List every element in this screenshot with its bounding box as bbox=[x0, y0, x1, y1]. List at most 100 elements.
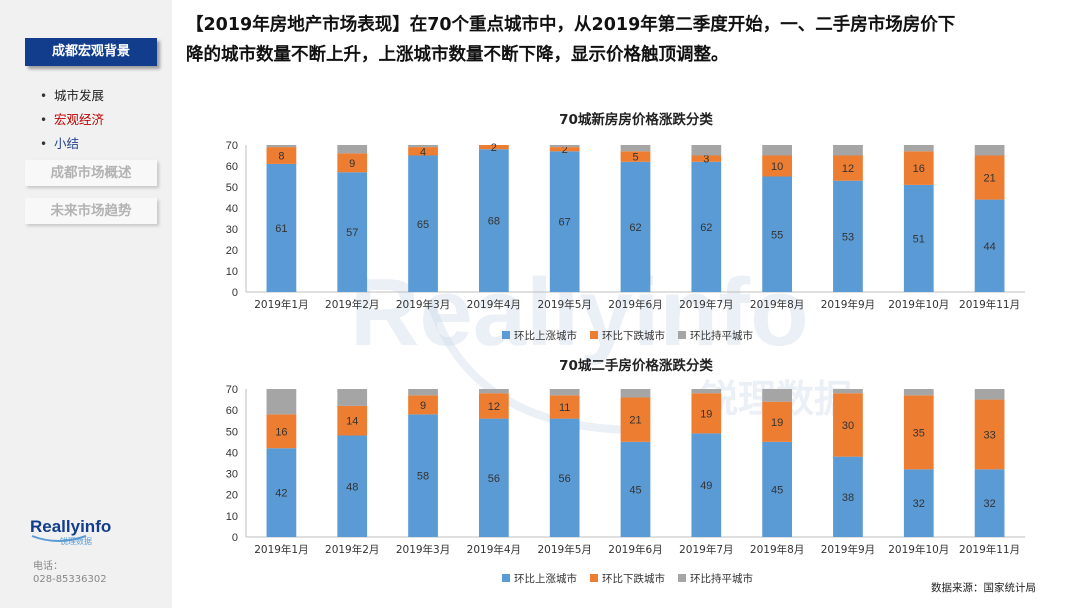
data-label: 21 bbox=[629, 415, 641, 427]
bar-segment bbox=[903, 184, 934, 292]
nav-subitem-city-development[interactable]: • 城市发展 bbox=[40, 84, 104, 108]
page-headline: 【2019年房地产市场表现】在70个重点城市中，从2019年第二季度开始，一、二… bbox=[186, 10, 1072, 70]
x-tick-label: 2019年9月 bbox=[821, 298, 875, 311]
bar-segment bbox=[762, 155, 793, 177]
data-label: 57 bbox=[346, 227, 358, 239]
y-tick-label: 30 bbox=[226, 469, 238, 481]
data-label: 42 bbox=[275, 488, 287, 500]
data-label: 55 bbox=[771, 229, 783, 241]
legend-swatch bbox=[678, 331, 686, 339]
bullet-icon: • bbox=[40, 113, 48, 127]
logo-wordmark: Reallyinfo bbox=[30, 517, 111, 536]
y-tick-label: 0 bbox=[232, 287, 238, 299]
x-tick-label: 2019年5月 bbox=[537, 298, 591, 311]
reallyinfo-logo: Reallyinfo 锐理数据 bbox=[30, 517, 111, 546]
data-label: 3 bbox=[703, 154, 709, 166]
x-tick-label: 2019年5月 bbox=[537, 543, 591, 556]
headline-line-1: 【2019年房地产市场表现】在70个重点城市中，从2019年第二季度开始，一、二… bbox=[186, 15, 956, 35]
bar-segment bbox=[478, 393, 509, 419]
bar-segment bbox=[833, 155, 863, 181]
chart-2-title: 70城二手房价格涨跌分类 bbox=[559, 358, 713, 374]
y-tick-label: 10 bbox=[226, 266, 238, 278]
y-tick-label: 50 bbox=[226, 426, 238, 438]
bar-segment bbox=[478, 418, 509, 537]
x-tick-label: 2019年6月 bbox=[608, 543, 662, 556]
data-label: 56 bbox=[559, 473, 571, 485]
bar-segment bbox=[762, 401, 793, 442]
data-source-note: 数据来源：国家统计局 bbox=[931, 582, 1036, 594]
bar-segment bbox=[549, 389, 580, 396]
bullet-icon: • bbox=[40, 137, 48, 151]
data-label: 19 bbox=[700, 408, 712, 420]
bar-segment bbox=[266, 145, 297, 148]
bar-segment bbox=[974, 399, 1005, 470]
data-label: 48 bbox=[346, 481, 358, 493]
y-tick-label: 40 bbox=[226, 203, 238, 215]
bar-segment bbox=[266, 147, 297, 164]
legend-swatch bbox=[590, 331, 598, 339]
nav-section-market-overview[interactable]: 成都市场概述 bbox=[25, 160, 157, 186]
bar-segment bbox=[903, 151, 934, 185]
nav-section-macro-background[interactable]: 成都宏观背景 bbox=[25, 38, 157, 66]
bar-segment bbox=[266, 389, 297, 415]
data-label: 8 bbox=[278, 151, 284, 163]
bar-segment bbox=[903, 395, 934, 470]
nav-subitem-macro-economy[interactable]: • 宏观经济 bbox=[40, 108, 104, 132]
nav-subitem-summary[interactable]: • 小结 bbox=[40, 132, 104, 156]
data-label: 44 bbox=[983, 241, 995, 253]
bar-segment bbox=[337, 435, 368, 537]
data-label: 45 bbox=[629, 484, 641, 496]
y-tick-label: 20 bbox=[226, 245, 238, 257]
bar-segment bbox=[408, 145, 438, 148]
nav-subitem-label: 城市发展 bbox=[54, 88, 105, 103]
data-label: 16 bbox=[275, 426, 287, 438]
bar-segment bbox=[408, 389, 438, 396]
bar-segment bbox=[974, 155, 1005, 200]
bar-segment bbox=[974, 389, 1005, 400]
legend-label: 环比下跌城市 bbox=[602, 329, 665, 342]
bar-segment bbox=[691, 389, 722, 394]
bar-segment bbox=[549, 418, 580, 537]
y-tick-label: 40 bbox=[226, 447, 238, 459]
x-tick-label: 2019年1月 bbox=[254, 543, 308, 556]
y-tick-label: 70 bbox=[226, 140, 238, 152]
data-label: 11 bbox=[559, 402, 570, 414]
bar-segment bbox=[620, 389, 651, 398]
data-label: 38 bbox=[842, 492, 854, 504]
data-label: 12 bbox=[488, 401, 500, 413]
y-tick-label: 0 bbox=[232, 532, 238, 544]
bar-segment bbox=[833, 180, 863, 292]
bar-segment bbox=[691, 161, 722, 292]
nav-section-future-trend[interactable]: 未来市场趋势 bbox=[25, 198, 157, 224]
x-tick-label: 2019年10月 bbox=[888, 298, 949, 311]
legend-label: 环比下跌城市 bbox=[602, 572, 665, 585]
bar-segment bbox=[337, 172, 368, 292]
x-tick-label: 2019年3月 bbox=[396, 298, 450, 311]
x-tick-label: 2019年11月 bbox=[959, 543, 1020, 556]
legend-label: 环比上涨城市 bbox=[514, 329, 577, 342]
legend-label: 环比持平城市 bbox=[690, 329, 753, 342]
legend-label: 环比持平城市 bbox=[690, 572, 753, 585]
bar-segment bbox=[620, 161, 651, 292]
bar-segment bbox=[478, 149, 509, 292]
x-tick-label: 2019年7月 bbox=[679, 298, 733, 311]
legend-swatch bbox=[502, 574, 510, 582]
y-tick-label: 50 bbox=[226, 182, 238, 194]
bar-segment bbox=[974, 469, 1005, 537]
headline-line-2: 降的城市数量不断上升，上涨城市数量不断下降，显示价格触顶调整。 bbox=[186, 45, 729, 65]
y-tick-label: 20 bbox=[226, 490, 238, 502]
bar-segment bbox=[337, 389, 368, 406]
bar-segment bbox=[833, 393, 863, 457]
data-label: 45 bbox=[771, 484, 783, 496]
data-label: 65 bbox=[417, 219, 429, 231]
data-label: 32 bbox=[913, 498, 925, 510]
data-label: 61 bbox=[275, 223, 287, 235]
bar-segment bbox=[408, 395, 438, 415]
x-tick-label: 2019年9月 bbox=[821, 543, 875, 556]
logo-subtext: 锐理数据 bbox=[60, 536, 92, 546]
data-label: 21 bbox=[983, 173, 995, 185]
x-tick-label: 2019年10月 bbox=[888, 543, 949, 556]
x-tick-label: 2019年2月 bbox=[325, 543, 379, 556]
